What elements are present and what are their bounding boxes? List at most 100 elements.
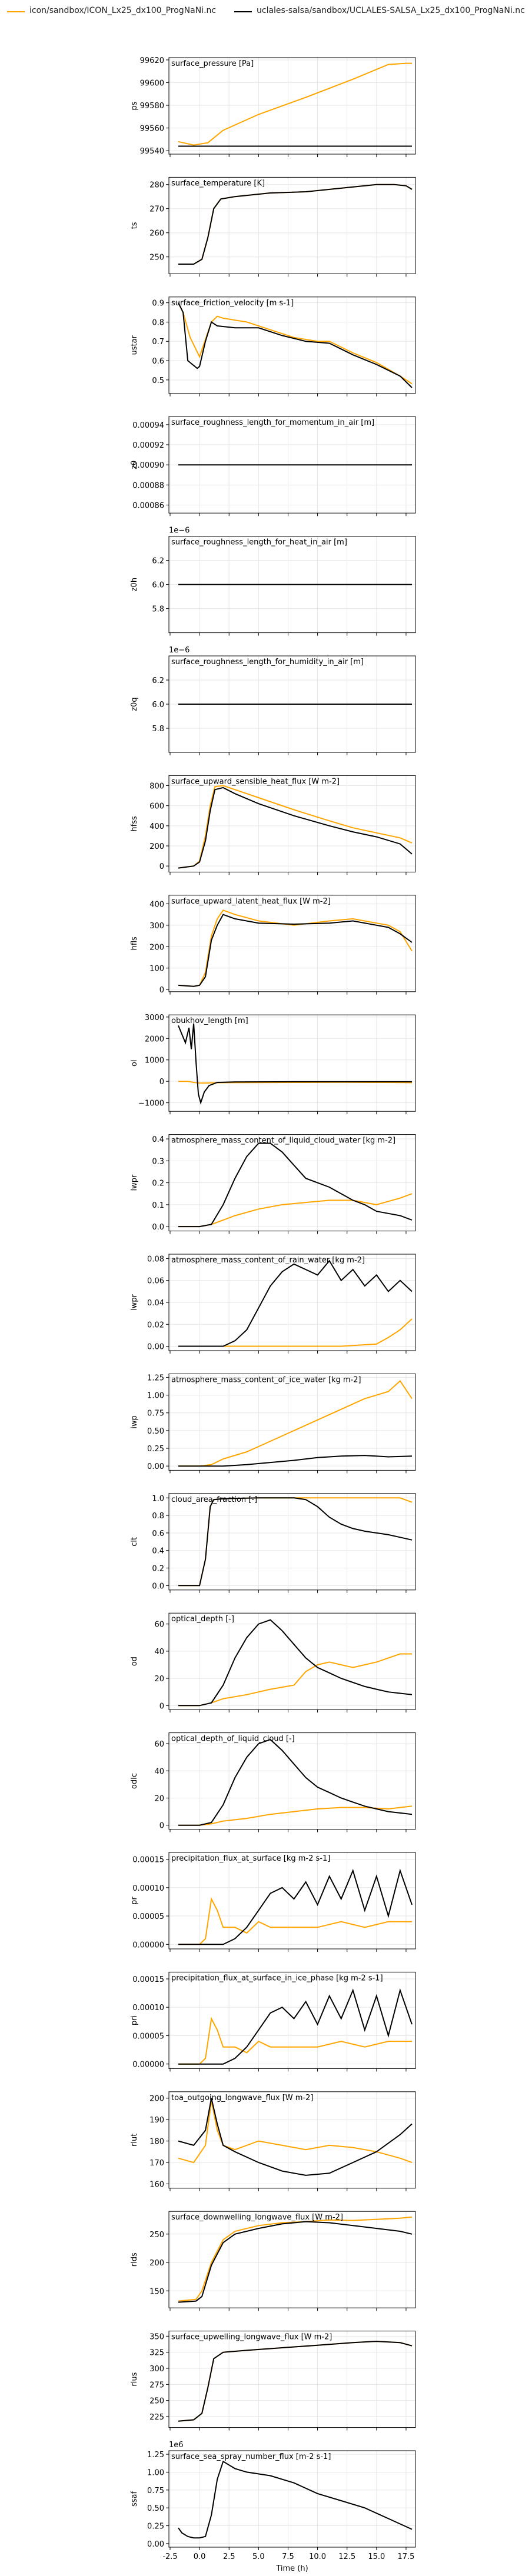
y-tick-label: 99580 [140,102,164,111]
y-tick-label: 600 [149,802,164,811]
y-axis-label: ustar [130,335,139,355]
y-tick-label: 800 [149,782,164,791]
y-tick-label: 0.75 [147,2487,164,2495]
plot-frame [168,2450,416,2548]
y-tick-label: 225 [149,2413,164,2422]
y-axis-label: hfss [130,816,139,832]
x-tick-label: -2.5 [162,2552,177,2561]
y-axis-label: z0q [130,697,139,711]
y-tick-label: 0.9 [152,299,164,308]
y-tick-label: 99540 [140,147,164,156]
y-tick-label: 0.08 [147,1255,164,1264]
y-tick-label: 200 [149,842,164,851]
y-tick-label: 1000 [145,1057,164,1065]
series-line-icon [178,1379,413,1467]
y-axis-label: iwp [130,1415,139,1429]
series-line-icon [178,184,413,265]
series-line-uclales [178,914,413,987]
y-tick-label: 250 [149,2231,164,2240]
y-tick-label: 40 [154,1648,164,1657]
y-tick-label: 99620 [140,56,164,65]
y-tick-label: 0.75 [147,1409,164,1418]
series-line-icon [178,302,413,385]
y-axis-label: lwpr [130,1294,139,1310]
panel-title: surface_roughness_length_for_humidity_in… [171,658,364,667]
y-tick-label: 1.00 [147,1392,164,1401]
y-tick-label: 1.0 [152,1494,164,1503]
y-tick-label: 0.8 [152,318,164,327]
series-line-uclales [178,1259,413,1347]
series-line-icon [178,2216,413,2302]
y-tick-label: 200 [149,2095,164,2104]
y-tick-label: 1.25 [147,2451,164,2460]
y-offset-label: 1e−6 [169,526,189,535]
y-tick-label: 2000 [145,1035,164,1044]
plot-frame [168,296,416,394]
y-tick-label: 0.25 [147,1445,164,1454]
panel-title: surface_pressure [Pa] [171,59,254,68]
series-line-icon [178,785,413,869]
plot-frame [168,416,416,514]
y-tick-label: 0.00010 [132,1884,164,1893]
plot-frame [168,1134,416,1232]
series-line-uclales [178,1738,413,1826]
y-tick-label: 0.00015 [132,1975,164,1984]
y-tick-label: 280 [149,181,164,190]
panel-title: atmosphere_mass_content_of_liquid_cloud_… [171,1137,395,1145]
panel-title: surface_temperature [K] [171,179,265,188]
y-tick-label: 0.00000 [132,2061,164,2070]
series-line-icon [178,1653,412,1707]
series-line-icon [178,1897,412,1945]
series-line-uclales [178,787,413,869]
y-axis-label: od [130,1657,139,1666]
legend-label-uclales: uclales-salsa/sandbox/UCLALES-SALSA_Lx25… [257,6,525,15]
y-tick-label: 99560 [140,125,164,134]
plot-frame [168,2091,416,2189]
y-offset-label: 1e−6 [169,646,189,655]
panel-title: surface_roughness_length_for_momentum_in… [171,418,374,427]
y-tick-label: 0.00 [147,2540,164,2549]
plot-frame [168,1014,416,1112]
y-tick-label: 0.00090 [132,461,164,470]
y-tick-label: 20 [154,1794,164,1803]
series-line-icon [178,1318,413,1347]
panel-title: toa_outgoing_longwave_flux [W m-2] [171,2094,313,2102]
y-tick-label: −1000 [138,1099,164,1108]
y-axis-label: odlc [130,1773,139,1789]
y-tick-label: 0.4 [152,1547,164,1556]
y-axis-label: z0 [130,461,139,469]
series-line-uclales [178,1142,413,1228]
y-tick-label: 0.2 [152,1179,164,1188]
y-tick-label: 0.6 [152,1529,164,1538]
y-tick-label: 0.3 [152,1157,164,1166]
y-tick-label: 0 [159,986,164,995]
y-tick-label: 0.04 [147,1299,164,1308]
plot-frame [168,1612,416,1710]
y-tick-label: 0.00094 [132,421,164,430]
panel-title: surface_friction_velocity [m s-1] [171,299,294,308]
y-tick-label: 0 [159,1822,164,1831]
y-tick-label: 250 [149,2397,164,2406]
y-tick-label: 0.00088 [132,481,164,490]
series-line-uclales [178,184,413,265]
series-line-uclales [178,2341,413,2422]
y-tick-label: 400 [149,900,164,909]
y-tick-label: 0.0 [152,1223,164,1232]
y-tick-label: 0 [159,1702,164,1711]
series-line-icon [178,2341,413,2422]
panel-title: cloud_area_fraction [-] [171,1495,257,1504]
series-line-uclales [178,302,413,388]
y-axis-label: ps [130,101,139,110]
y-tick-label: 0.50 [147,2504,164,2513]
x-tick-label: 0.0 [194,2552,206,2561]
y-tick-label: 0.50 [147,1427,164,1436]
y-tick-label: 0.2 [152,1565,164,1574]
y-tick-label: 20 [154,1675,164,1684]
y-tick-label: 300 [149,922,164,931]
plot-frame [168,57,416,155]
y-tick-label: 260 [149,229,164,238]
y-tick-label: 0.00010 [132,2004,164,2012]
y-tick-label: 0.4 [152,1135,164,1144]
y-tick-label: 180 [149,2138,164,2147]
